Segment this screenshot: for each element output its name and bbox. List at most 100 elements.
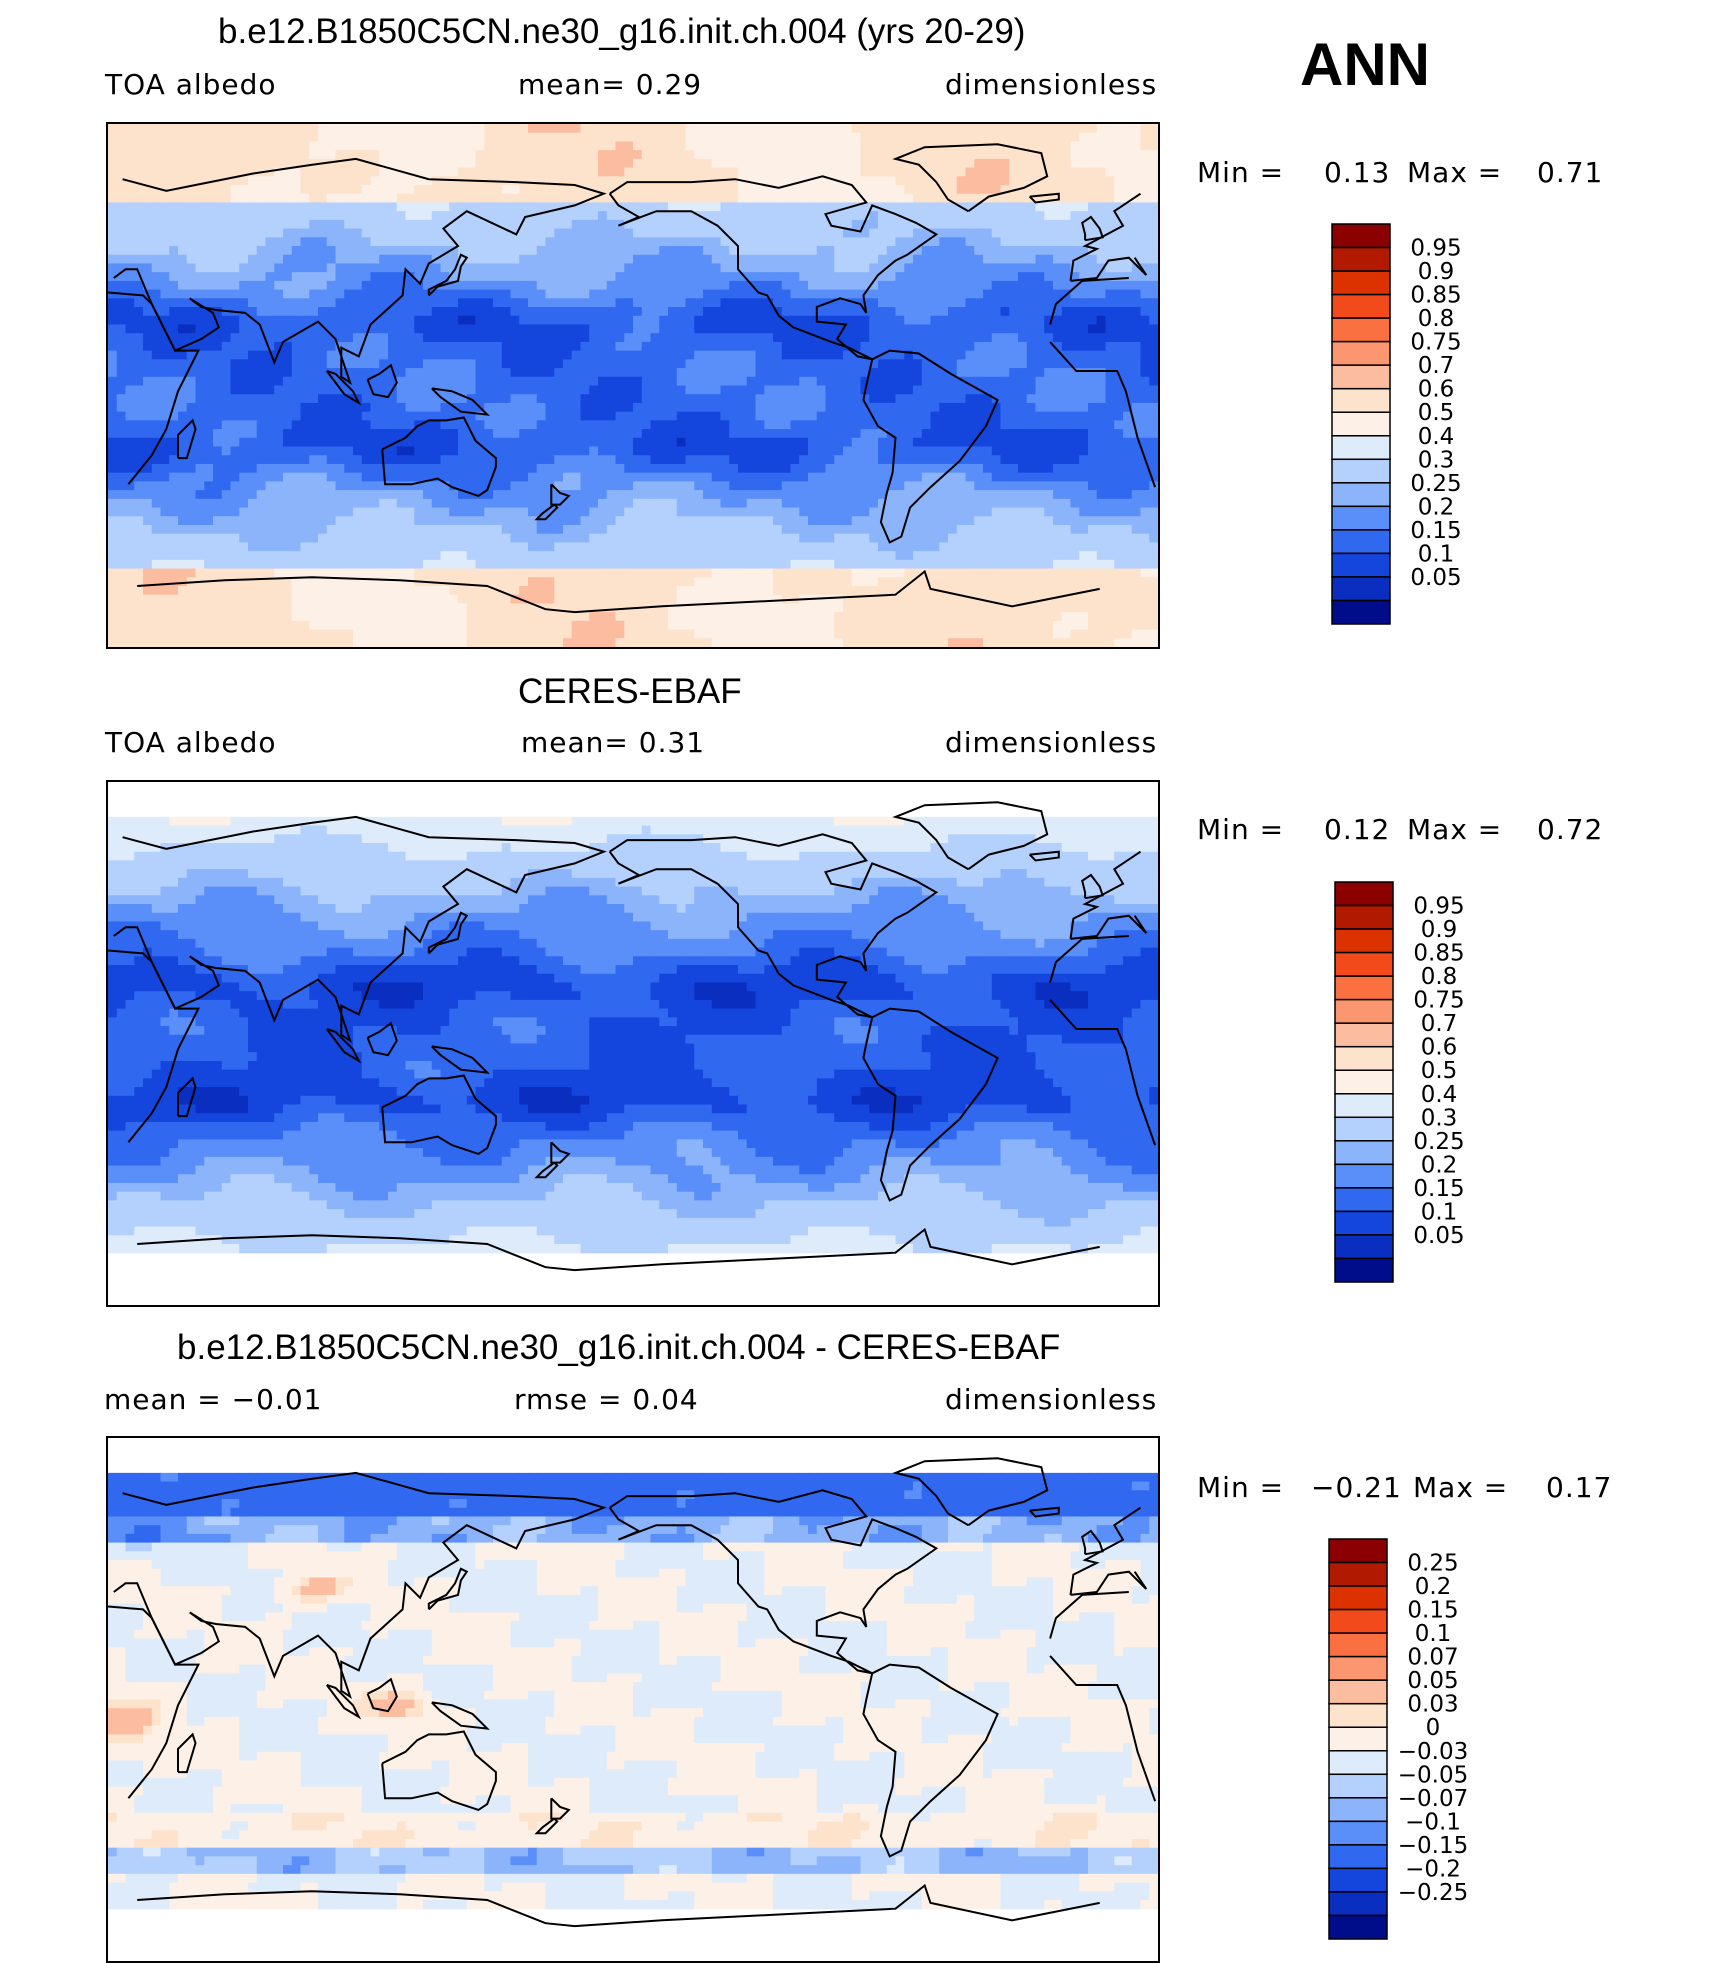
colorbar-swatch bbox=[1328, 1538, 1388, 1564]
colorbar-swatch bbox=[1334, 1187, 1394, 1213]
colorbar-swatch bbox=[1334, 881, 1394, 907]
coastline bbox=[534, 1161, 559, 1179]
colorbar-swatch bbox=[1328, 1773, 1388, 1799]
colorbar-tick-label: −0.03 bbox=[1398, 1739, 1468, 1765]
coastline bbox=[366, 1677, 398, 1713]
colorbar-swatch bbox=[1328, 1655, 1388, 1681]
season-label: ANN bbox=[1300, 31, 1430, 98]
colorbar-tick-label: 0.4 bbox=[1418, 424, 1455, 450]
colorbar-tick-label: 0 bbox=[1426, 1715, 1441, 1741]
colorbar-swatch bbox=[1328, 1820, 1388, 1846]
coastlines bbox=[108, 1457, 1157, 1928]
colorbar-tick-label: 0.8 bbox=[1421, 964, 1458, 990]
panel-3-max-label: Max = bbox=[1413, 1471, 1509, 1504]
panel-3-mean-label: mean = −0.01 bbox=[104, 1383, 323, 1416]
colorbar-swatch bbox=[1334, 1257, 1394, 1283]
coastline bbox=[381, 1074, 497, 1156]
colorbar-swatch bbox=[1331, 576, 1391, 602]
colorbar-tick-label: 0.15 bbox=[1413, 1176, 1464, 1202]
panel-1-max-label: Max = bbox=[1407, 156, 1503, 189]
colorbar-swatch bbox=[1328, 1608, 1388, 1634]
coastline bbox=[177, 1076, 197, 1118]
coastline bbox=[608, 833, 939, 1019]
coastline bbox=[862, 1663, 999, 1858]
coastline bbox=[431, 387, 490, 416]
coastlines bbox=[108, 143, 1157, 614]
coastline bbox=[137, 569, 1100, 614]
colorbar-tick-label: 0.3 bbox=[1418, 447, 1455, 473]
colorbar-swatch bbox=[1331, 505, 1391, 531]
coastline bbox=[1028, 1506, 1060, 1518]
colorbar-swatch bbox=[1328, 1585, 1388, 1611]
colorbar-tick-label: 0.8 bbox=[1418, 306, 1455, 332]
colorbar-swatch bbox=[1331, 482, 1391, 508]
colorbar-swatch bbox=[1328, 1632, 1388, 1658]
colorbar-swatch bbox=[1334, 951, 1394, 977]
colorbar-tick-label: 0.03 bbox=[1407, 1692, 1458, 1718]
coastline bbox=[137, 1227, 1100, 1272]
colorbar-swatch bbox=[1331, 364, 1391, 390]
panel-2-title: CERES-EBAF bbox=[518, 672, 742, 711]
colorbar-tick-label: 0.25 bbox=[1407, 1551, 1458, 1577]
coastline bbox=[892, 143, 1049, 213]
coastline bbox=[862, 1007, 999, 1202]
coastline bbox=[431, 1701, 490, 1730]
colorbar-tick-label: 0.6 bbox=[1418, 377, 1455, 403]
colorbar-swatch bbox=[1331, 293, 1391, 319]
colorbar-tick-label: 0.25 bbox=[1410, 471, 1461, 497]
panel-1-title: b.e12.B1850C5CN.ne30_g16.init.ch.004 (yr… bbox=[218, 12, 1026, 51]
colorbar-swatch bbox=[1328, 1726, 1388, 1752]
colorbar-tick-label: 0.6 bbox=[1421, 1035, 1458, 1061]
coastline bbox=[1028, 192, 1060, 204]
colorbar-tick-label: 0.1 bbox=[1421, 1199, 1458, 1225]
colorbar-tick-label: 0.5 bbox=[1421, 1058, 1458, 1084]
colorbar-tick-label: 0.05 bbox=[1407, 1668, 1458, 1694]
coastline bbox=[137, 1883, 1100, 1928]
colorbar-tick-label: −0.05 bbox=[1398, 1762, 1468, 1788]
panel-3-units-label: dimensionless bbox=[945, 1383, 1158, 1416]
colorbar-tick-label: 0.1 bbox=[1418, 541, 1455, 567]
panel-1-mean-label: mean= 0.29 bbox=[518, 68, 703, 101]
coastline bbox=[534, 503, 559, 521]
colorbar-swatch bbox=[1331, 340, 1391, 366]
coastline bbox=[550, 1797, 571, 1820]
colorbar-swatch bbox=[1334, 1163, 1394, 1189]
colorbar-swatch bbox=[1334, 1116, 1394, 1142]
field-cells bbox=[108, 124, 1158, 647]
panel-1-units-label: dimensionless bbox=[945, 68, 1158, 101]
panel-3-colorbar: 0.250.20.150.10.070.050.030−0.03−0.05−0.… bbox=[1328, 1538, 1468, 1940]
map-plot bbox=[108, 1457, 1158, 1928]
colorbar-tick-label: 0.5 bbox=[1418, 400, 1455, 426]
colorbar-swatch bbox=[1331, 411, 1391, 437]
panel-1-min-label: Min = bbox=[1197, 156, 1285, 189]
map-plot bbox=[108, 801, 1158, 1272]
coastline bbox=[1028, 850, 1060, 862]
colorbar-swatch bbox=[1331, 317, 1391, 343]
panel-3-max-value: 0.17 bbox=[1546, 1471, 1613, 1504]
panel-2-max-label: Max = bbox=[1407, 813, 1503, 846]
coastline bbox=[366, 363, 398, 399]
coastline bbox=[113, 1471, 1148, 1700]
coastline bbox=[534, 1817, 559, 1835]
colorbar-tick-label: 0.1 bbox=[1415, 1621, 1452, 1647]
colorbar-swatch bbox=[1328, 1702, 1388, 1728]
colorbar-tick-label: 0.75 bbox=[1410, 330, 1461, 356]
panel-2-units-label: dimensionless bbox=[945, 726, 1158, 759]
colorbar-swatch bbox=[1331, 270, 1391, 296]
coastline bbox=[892, 1457, 1049, 1527]
map-plot bbox=[108, 124, 1158, 647]
coastline bbox=[1081, 873, 1104, 900]
colorbar-tick-label: 0.4 bbox=[1421, 1082, 1458, 1108]
panel-3-rmse-label: rmse = 0.04 bbox=[514, 1383, 699, 1416]
colorbar-tick-label: 0.75 bbox=[1413, 988, 1464, 1014]
colorbar-tick-label: 0.95 bbox=[1413, 894, 1464, 920]
coastline bbox=[381, 416, 497, 498]
coastline bbox=[108, 277, 1157, 488]
colorbar-tick-label: −0.07 bbox=[1398, 1786, 1468, 1812]
panel-2-max-value: 0.72 bbox=[1537, 813, 1604, 846]
field-cells bbox=[108, 1472, 1158, 1910]
coastline bbox=[427, 911, 469, 955]
coastline bbox=[862, 349, 999, 544]
colorbar-swatch bbox=[1334, 1140, 1394, 1166]
coastline bbox=[108, 935, 1157, 1146]
